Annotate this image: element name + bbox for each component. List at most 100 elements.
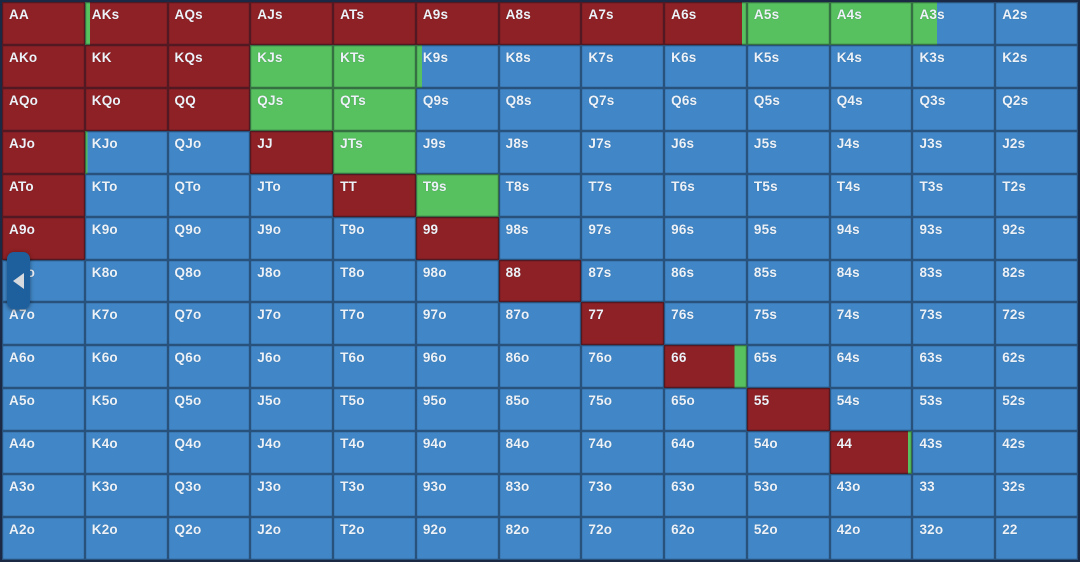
hand-cell-T3s[interactable]: T3s — [912, 173, 996, 217]
hand-cell-K2o[interactable]: K2o — [84, 517, 168, 560]
hand-cell-88[interactable]: 88 — [498, 259, 582, 303]
hand-cell-JJ[interactable]: JJ — [250, 130, 334, 174]
hand-cell-97o[interactable]: 97o — [415, 302, 499, 346]
hand-cell-86o[interactable]: 86o — [498, 345, 582, 389]
hand-cell-98s[interactable]: 98s — [498, 216, 582, 260]
hand-cell-95o[interactable]: 95o — [415, 388, 499, 432]
hand-cell-Q9o[interactable]: Q9o — [167, 216, 251, 260]
hand-cell-93o[interactable]: 93o — [415, 474, 499, 518]
hand-cell-K7o[interactable]: K7o — [84, 302, 168, 346]
hand-cell-A9s[interactable]: A9s — [415, 2, 499, 45]
hand-cell-T4s[interactable]: T4s — [829, 173, 913, 217]
hand-cell-Q3s[interactable]: Q3s — [912, 87, 996, 131]
hand-cell-32s[interactable]: 32s — [995, 474, 1078, 518]
hand-cell-97s[interactable]: 97s — [581, 216, 665, 260]
hand-cell-J7s[interactable]: J7s — [581, 130, 665, 174]
hand-cell-KQo[interactable]: KQo — [84, 87, 168, 131]
hand-cell-Q8o[interactable]: Q8o — [167, 259, 251, 303]
hand-cell-83s[interactable]: 83s — [912, 259, 996, 303]
hand-cell-TT[interactable]: TT — [333, 173, 416, 217]
hand-cell-77[interactable]: 77 — [581, 302, 665, 346]
hand-cell-K3s[interactable]: K3s — [912, 44, 996, 88]
hand-cell-62s[interactable]: 62s — [995, 345, 1078, 389]
hand-cell-AA[interactable]: AA — [2, 2, 85, 45]
hand-cell-A6s[interactable]: A6s — [664, 2, 747, 45]
hand-cell-73o[interactable]: 73o — [581, 474, 665, 518]
hand-cell-Q8s[interactable]: Q8s — [498, 87, 582, 131]
hand-cell-K8s[interactable]: K8s — [498, 44, 582, 88]
hand-cell-J6o[interactable]: J6o — [250, 345, 334, 389]
hand-cell-T7s[interactable]: T7s — [581, 173, 665, 217]
hand-cell-Q6o[interactable]: Q6o — [167, 345, 251, 389]
hand-cell-85o[interactable]: 85o — [498, 388, 582, 432]
hand-cell-87s[interactable]: 87s — [581, 259, 665, 303]
hand-cell-87o[interactable]: 87o — [498, 302, 582, 346]
hand-cell-99[interactable]: 99 — [415, 216, 499, 260]
hand-cell-A2s[interactable]: A2s — [995, 2, 1078, 45]
hand-cell-96o[interactable]: 96o — [415, 345, 499, 389]
hand-cell-K9o[interactable]: K9o — [84, 216, 168, 260]
hand-cell-T9o[interactable]: T9o — [333, 216, 416, 260]
hand-cell-96s[interactable]: 96s — [664, 216, 747, 260]
hand-cell-QJo[interactable]: QJo — [167, 130, 251, 174]
hand-cell-T6s[interactable]: T6s — [664, 173, 747, 217]
hand-cell-QJs[interactable]: QJs — [250, 87, 334, 131]
hand-cell-Q5s[interactable]: Q5s — [746, 87, 830, 131]
hand-cell-83o[interactable]: 83o — [498, 474, 582, 518]
hand-cell-65o[interactable]: 65o — [664, 388, 747, 432]
hand-cell-93s[interactable]: 93s — [912, 216, 996, 260]
hand-cell-73s[interactable]: 73s — [912, 302, 996, 346]
hand-cell-76s[interactable]: 76s — [664, 302, 747, 346]
hand-cell-K2s[interactable]: K2s — [995, 44, 1078, 88]
hand-cell-K5s[interactable]: K5s — [746, 44, 830, 88]
hand-cell-82s[interactable]: 82s — [995, 259, 1078, 303]
hand-cell-K6o[interactable]: K6o — [84, 345, 168, 389]
hand-cell-T2o[interactable]: T2o — [333, 517, 416, 560]
hand-cell-K5o[interactable]: K5o — [84, 388, 168, 432]
hand-cell-A5s[interactable]: A5s — [746, 2, 830, 45]
hand-cell-62o[interactable]: 62o — [664, 517, 747, 560]
hand-cell-T6o[interactable]: T6o — [333, 345, 416, 389]
hand-cell-Q2o[interactable]: Q2o — [167, 517, 251, 560]
hand-cell-66[interactable]: 66 — [664, 345, 747, 389]
hand-cell-KTs[interactable]: KTs — [333, 44, 416, 88]
hand-cell-22[interactable]: 22 — [995, 517, 1078, 560]
hand-cell-T3o[interactable]: T3o — [333, 474, 416, 518]
hand-cell-J7o[interactable]: J7o — [250, 302, 334, 346]
hand-cell-K4o[interactable]: K4o — [84, 431, 168, 475]
hand-cell-86s[interactable]: 86s — [664, 259, 747, 303]
hand-cell-74o[interactable]: 74o — [581, 431, 665, 475]
hand-cell-T4o[interactable]: T4o — [333, 431, 416, 475]
hand-cell-63o[interactable]: 63o — [664, 474, 747, 518]
hand-cell-92o[interactable]: 92o — [415, 517, 499, 560]
hand-cell-AQs[interactable]: AQs — [167, 2, 251, 45]
hand-cell-QTs[interactable]: QTs — [333, 87, 416, 131]
hand-cell-74s[interactable]: 74s — [829, 302, 913, 346]
hand-cell-64s[interactable]: 64s — [829, 345, 913, 389]
hand-cell-A3o[interactable]: A3o — [2, 474, 85, 518]
hand-cell-JTo[interactable]: JTo — [250, 173, 334, 217]
hand-cell-ATo[interactable]: ATo — [2, 173, 85, 217]
hand-cell-Q6s[interactable]: Q6s — [664, 87, 747, 131]
hand-cell-KJs[interactable]: KJs — [250, 44, 334, 88]
hand-cell-KK[interactable]: KK — [84, 44, 168, 88]
hand-cell-AJo[interactable]: AJo — [2, 130, 85, 174]
collapse-panel-button[interactable] — [7, 252, 30, 309]
hand-cell-J2s[interactable]: J2s — [995, 130, 1078, 174]
hand-cell-QTo[interactable]: QTo — [167, 173, 251, 217]
hand-cell-95s[interactable]: 95s — [746, 216, 830, 260]
hand-cell-AKs[interactable]: AKs — [84, 2, 168, 45]
hand-cell-K7s[interactable]: K7s — [581, 44, 665, 88]
hand-cell-Q5o[interactable]: Q5o — [167, 388, 251, 432]
hand-cell-A5o[interactable]: A5o — [2, 388, 85, 432]
hand-cell-T5o[interactable]: T5o — [333, 388, 416, 432]
hand-cell-AJs[interactable]: AJs — [250, 2, 334, 45]
hand-cell-KTo[interactable]: KTo — [84, 173, 168, 217]
hand-cell-64o[interactable]: 64o — [664, 431, 747, 475]
hand-cell-Q4o[interactable]: Q4o — [167, 431, 251, 475]
hand-cell-Q3o[interactable]: Q3o — [167, 474, 251, 518]
hand-cell-98o[interactable]: 98o — [415, 259, 499, 303]
hand-cell-84s[interactable]: 84s — [829, 259, 913, 303]
hand-cell-Q4s[interactable]: Q4s — [829, 87, 913, 131]
hand-cell-53o[interactable]: 53o — [746, 474, 830, 518]
